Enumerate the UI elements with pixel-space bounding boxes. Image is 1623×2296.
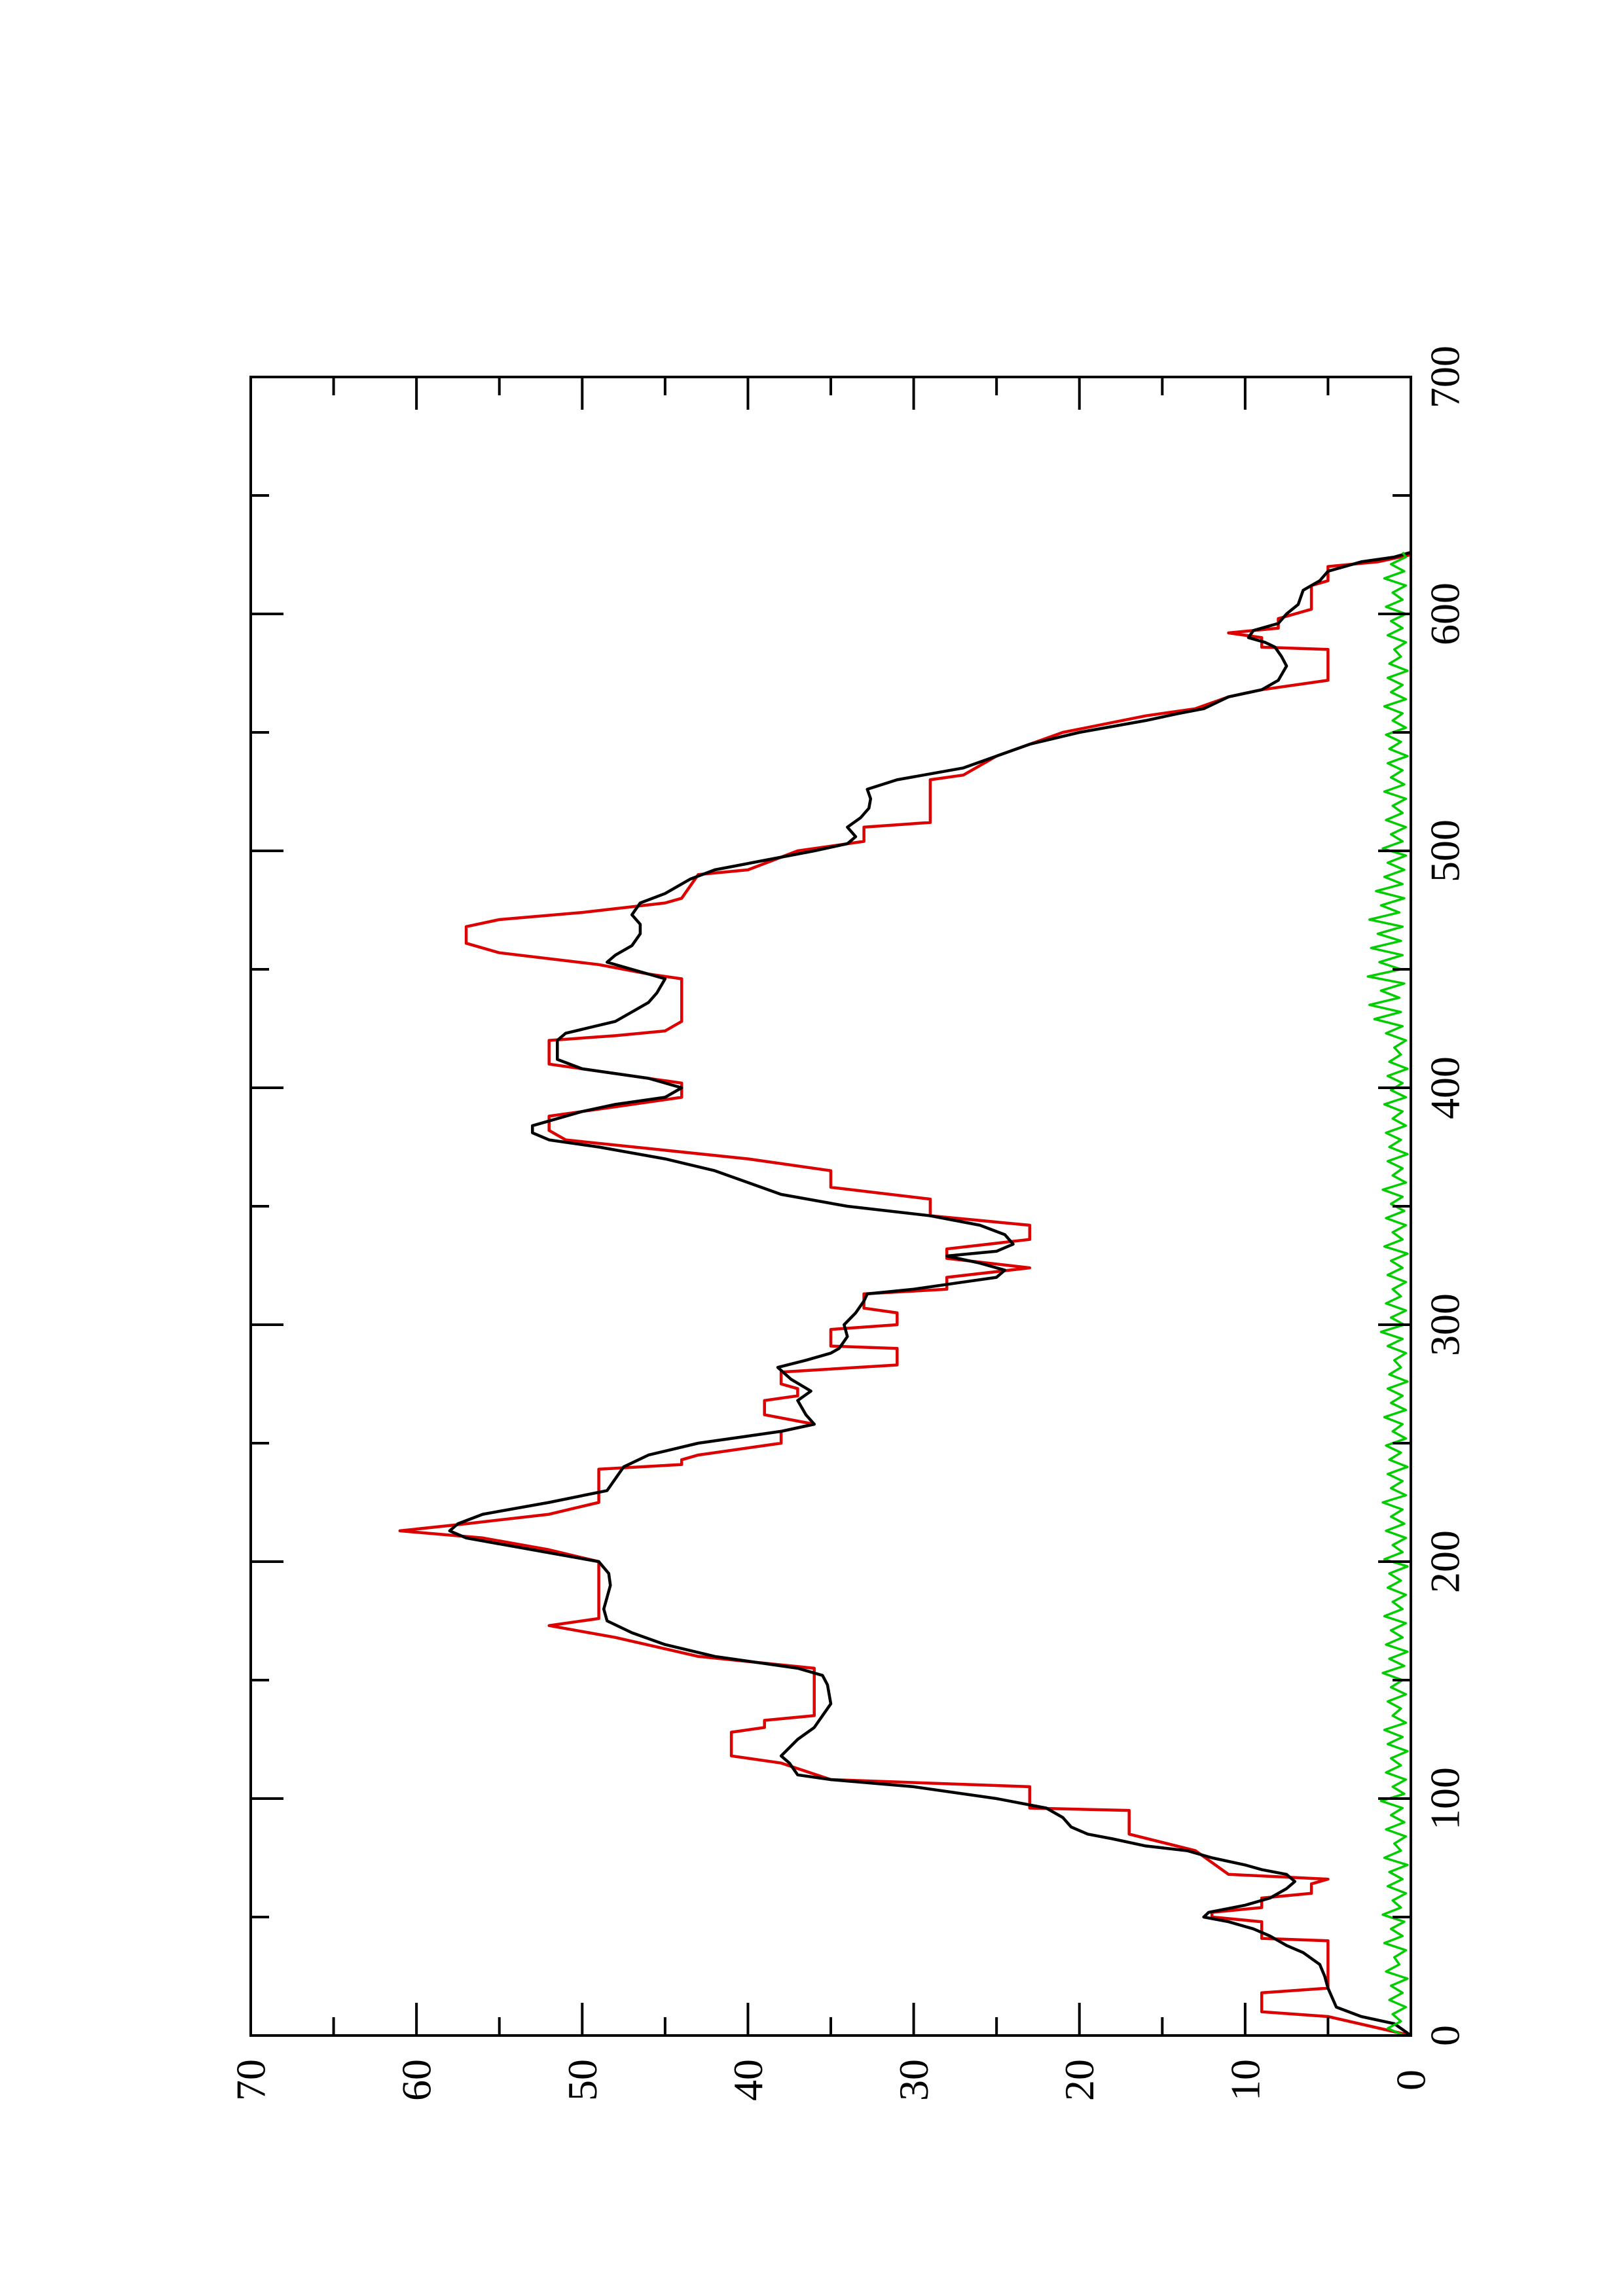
plot-area: 0 100 200 300 400 500 600 700 0 10 20 30 40 50 60 70 bbox=[228, 346, 1468, 2101]
series-line-2 bbox=[448, 550, 1412, 2037]
y-tick-label: 40 bbox=[725, 2059, 771, 2101]
y-tick-label: 70 bbox=[228, 2059, 274, 2101]
x-tick-label: 500 bbox=[1422, 819, 1468, 882]
x-tick-label: 100 bbox=[1422, 1767, 1468, 1830]
x-tick-label: 0 bbox=[1422, 2025, 1468, 2046]
y-tick-label: 60 bbox=[393, 2059, 440, 2101]
x-tick-label: 400 bbox=[1422, 1056, 1468, 1119]
x-tick-label: 700 bbox=[1422, 346, 1468, 408]
y-tick-label: 10 bbox=[1222, 2059, 1268, 2101]
y-tick-label: 0 bbox=[1388, 2070, 1434, 2090]
x-tick-label: 300 bbox=[1422, 1293, 1468, 1356]
x-tick-label: 600 bbox=[1422, 583, 1468, 645]
y-tick-label: 50 bbox=[559, 2059, 606, 2101]
y-tick-label: 20 bbox=[1056, 2059, 1103, 2101]
series-line-3 bbox=[1366, 551, 1409, 2037]
y-tick-label: 30 bbox=[890, 2059, 937, 2101]
x-tick-label: 200 bbox=[1422, 1530, 1468, 1593]
